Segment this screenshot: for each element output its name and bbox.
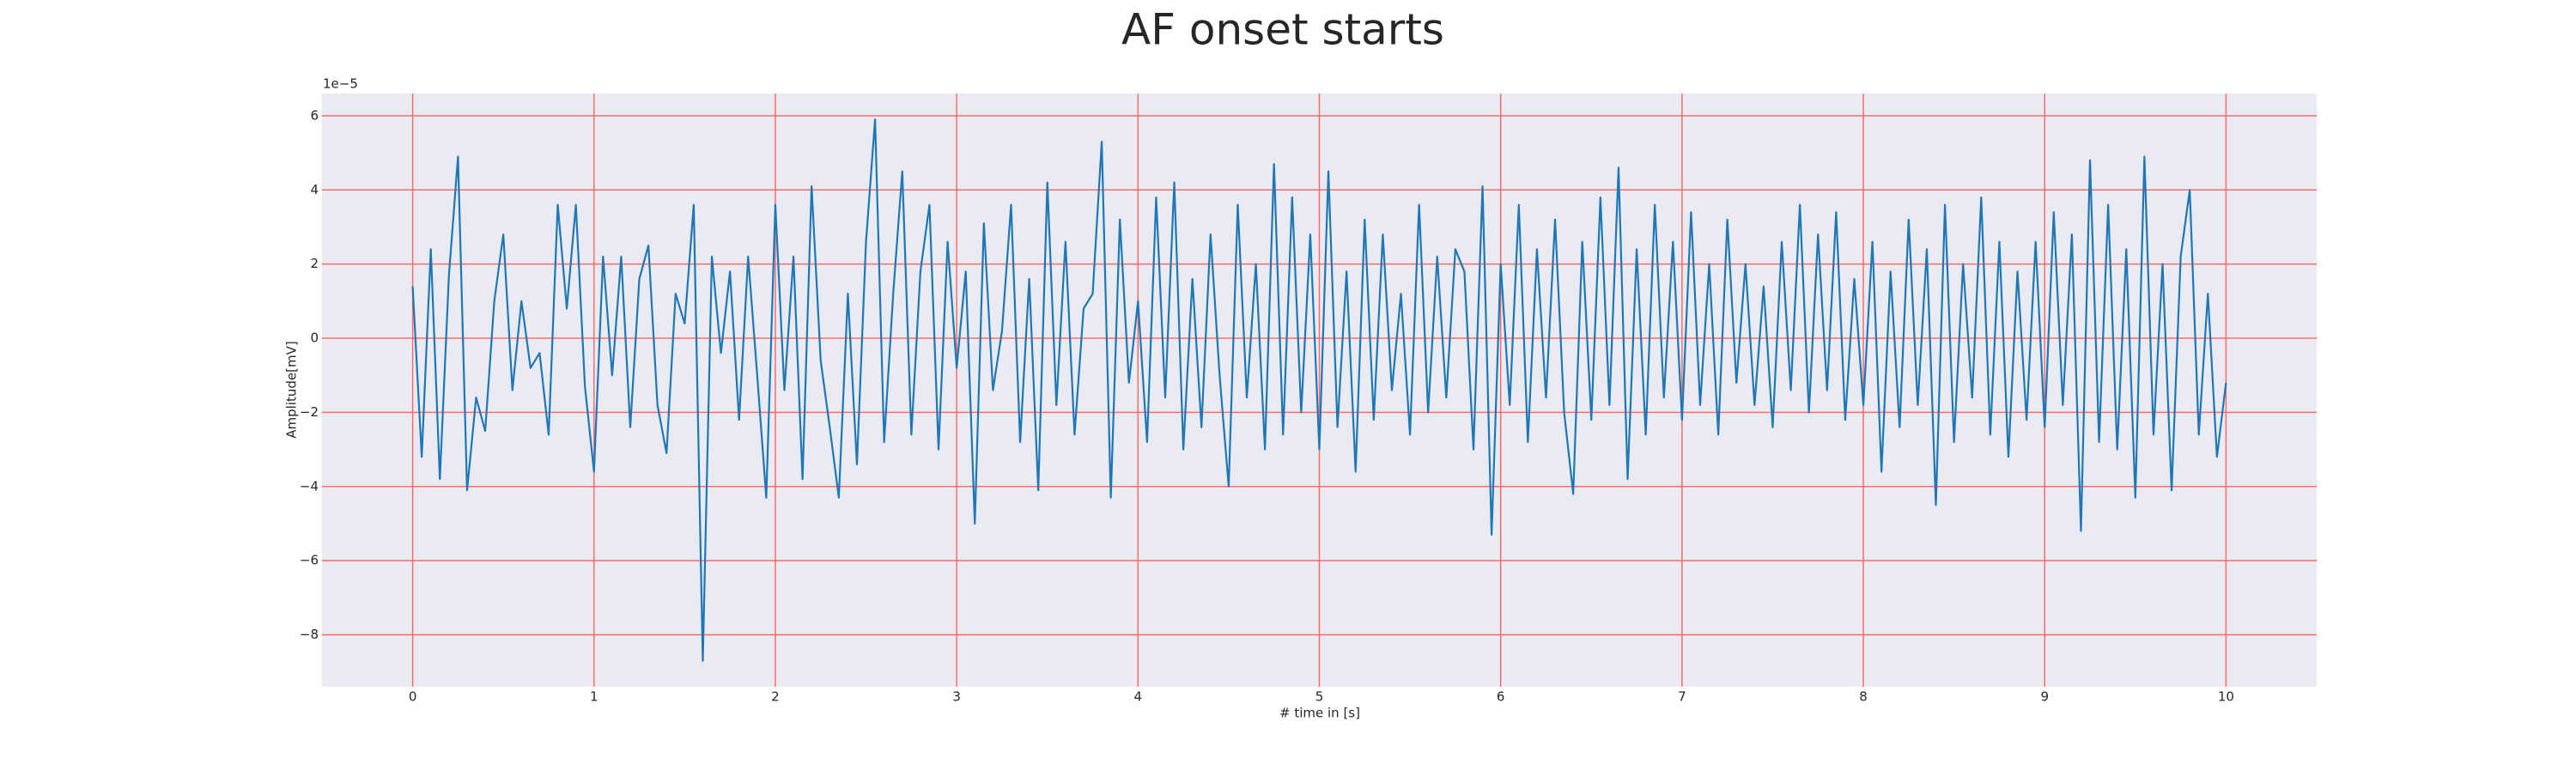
chart-title: AF onset starts <box>1121 5 1444 55</box>
x-axis-label: # time in [s] <box>1279 706 1360 721</box>
y-tick-label: −4 <box>300 478 319 494</box>
x-tick-label: 0 <box>409 689 417 705</box>
x-tick-label: 9 <box>2040 689 2049 705</box>
x-tick-label: 3 <box>952 689 961 705</box>
x-tick-label: 10 <box>2218 689 2234 705</box>
y-tick-label: 6 <box>310 107 319 123</box>
y-tick-label: −2 <box>300 404 319 420</box>
y-tick-label: 0 <box>310 330 319 346</box>
x-tick-label: 7 <box>1678 689 1686 705</box>
x-tick-label: 4 <box>1134 689 1143 705</box>
signal-line <box>411 118 2227 662</box>
y-tick-label: −6 <box>300 553 319 568</box>
x-tick-label: 6 <box>1497 689 1505 705</box>
y-offset-text: 1e−5 <box>323 76 358 92</box>
x-tick-label: 5 <box>1315 689 1324 705</box>
y-axis-label: Amplitude[mV] <box>284 341 300 438</box>
x-tick-label: 8 <box>1859 689 1868 705</box>
y-tick-label: 4 <box>310 182 319 197</box>
x-tick-label: 2 <box>771 689 780 705</box>
y-tick-label: 2 <box>310 256 319 271</box>
x-tick-label: 1 <box>590 689 598 705</box>
y-tick-label: −8 <box>300 627 319 642</box>
